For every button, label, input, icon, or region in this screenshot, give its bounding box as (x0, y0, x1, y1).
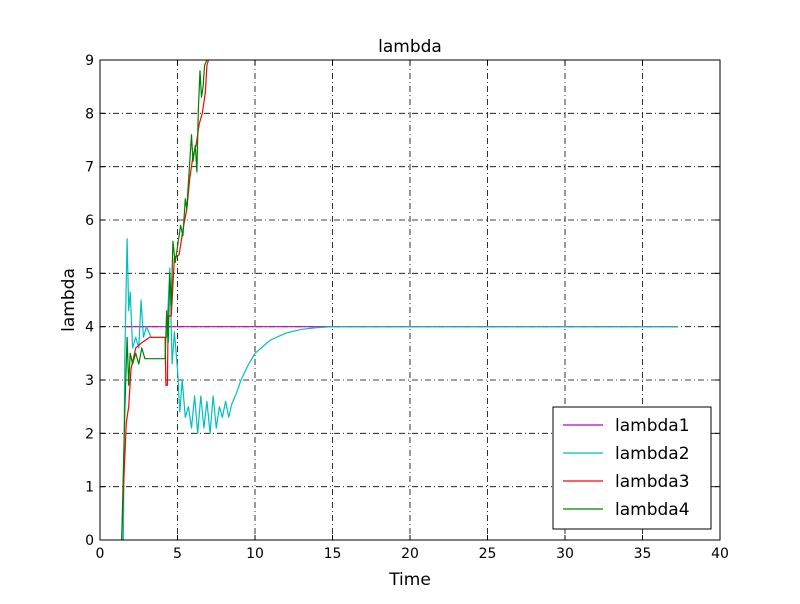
y-tick-label: 8 (85, 106, 94, 122)
x-axis-label: Time (388, 570, 431, 590)
legend: lambda1 lambda2 lambda3 lambda4 (552, 406, 712, 530)
x-tick-label: 0 (96, 546, 105, 562)
series-line-lambda3 (121, 60, 210, 540)
y-tick-label: 3 (85, 373, 94, 389)
y-tick-label: 5 (85, 266, 94, 282)
y-axis-label: lambda (59, 268, 79, 332)
y-tick-label: 6 (85, 213, 94, 229)
legend-label: lambda3 (615, 472, 690, 492)
chart-title: lambda (378, 37, 442, 57)
x-tick-label: 40 (711, 546, 729, 562)
y-tick-label: 0 (85, 533, 94, 549)
x-tick-label: 15 (324, 546, 342, 562)
legend-label: lambda2 (615, 444, 690, 464)
x-tick-label: 20 (401, 546, 419, 562)
x-tick-label: 10 (246, 546, 264, 562)
y-tick-label: 9 (85, 53, 94, 69)
legend-label: lambda1 (615, 416, 690, 436)
y-tick-label: 2 (85, 426, 94, 442)
y-tick-label: 1 (85, 480, 94, 496)
x-tick-label: 25 (479, 546, 497, 562)
series-group (121, 60, 679, 540)
ticks: 0 5 10 15 20 25 30 35 40 0 1 2 3 4 5 6 7 8 9 (85, 53, 729, 562)
y-tick-label: 7 (85, 160, 94, 176)
y-tick-label: 4 (85, 320, 94, 336)
x-tick-label: 30 (556, 546, 574, 562)
x-tick-label: 5 (173, 546, 182, 562)
x-tick-label: 35 (634, 546, 652, 562)
series-line-lambda4 (121, 60, 208, 540)
legend-label: lambda4 (615, 500, 690, 520)
series-line-lambda2 (122, 238, 679, 540)
